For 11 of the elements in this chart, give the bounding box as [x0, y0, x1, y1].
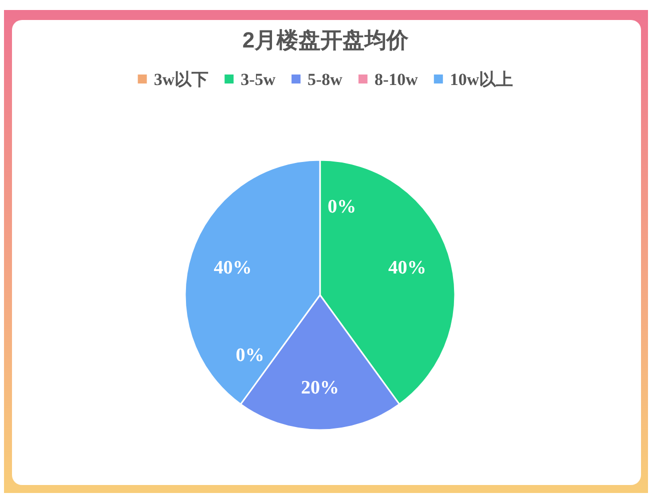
legend-label: 5-8w: [308, 70, 344, 89]
text: 0%: [236, 344, 264, 366]
legend-label: 3w以下: [154, 70, 209, 89]
data-label: 20%: [301, 377, 339, 398]
text: 0%: [328, 196, 356, 218]
data-label: 40%: [388, 257, 426, 278]
legend-label: 3-5w: [240, 70, 276, 89]
data-label: 40%: [214, 257, 252, 278]
legend-label: 10w以上: [450, 70, 514, 89]
legend-label: 8-10w: [374, 70, 419, 89]
chart-title: 2月楼盘开盘均价: [242, 28, 410, 53]
